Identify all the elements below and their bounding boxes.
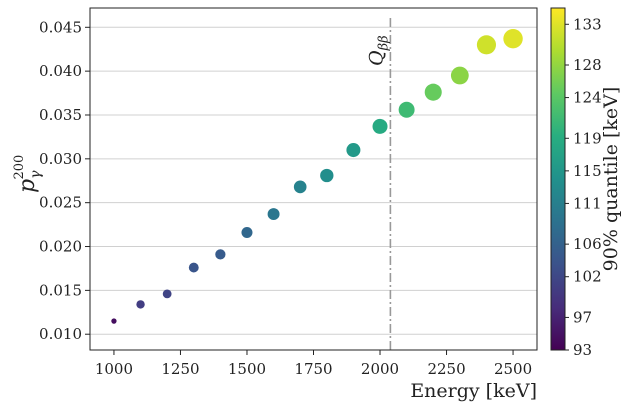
data-point <box>320 168 334 183</box>
data-point <box>241 226 253 239</box>
data-point <box>188 262 199 273</box>
colorbar-tick-label: 102 <box>573 268 602 286</box>
y-axis-label: pγ200 <box>12 155 44 193</box>
y-tick-label: 0.020 <box>39 238 82 256</box>
y-axis-label-base: p <box>15 179 40 193</box>
colorbar-tick-label: 119 <box>573 129 602 147</box>
y-tick-label: 0.010 <box>39 325 82 343</box>
y-axis-label-sub: γ <box>28 170 44 179</box>
colorbar-tick-label: 111 <box>573 194 602 212</box>
x-tick-label: 1000 <box>95 360 133 378</box>
y-tick-label: 0.045 <box>39 18 82 36</box>
x-axis-label: Energy [keV] <box>410 380 537 402</box>
y-axis-label-sup: 200 <box>12 155 27 180</box>
colorbar-tick-label: 97 <box>573 308 592 326</box>
colorbar-label: 90% quantile [keV] <box>600 87 622 272</box>
x-axis-ticks: 1000 1250 1500 1750 2000 2250 2500 <box>95 350 532 378</box>
data-point <box>372 118 388 134</box>
x-tick-label: 1750 <box>294 360 332 378</box>
data-point <box>398 101 415 118</box>
colorbar-tick-label: 133 <box>573 15 602 33</box>
x-tick-label: 1500 <box>228 360 266 378</box>
data-point <box>215 249 226 260</box>
data-point <box>111 318 117 324</box>
colorbar-ticks: 93 97 102 106 111 115 119 124 128 133 <box>565 15 602 359</box>
data-point <box>346 143 361 158</box>
y-tick-label: 0.030 <box>39 150 82 168</box>
colorbar <box>550 7 566 351</box>
plot-frame <box>89 7 538 351</box>
data-point <box>267 208 280 221</box>
q-bb-label: Qββ <box>365 35 391 66</box>
data-point <box>162 289 172 299</box>
colorbar-tick-label: 106 <box>573 235 602 253</box>
data-point <box>424 83 442 101</box>
data-point <box>293 180 307 194</box>
colorbar-tick-label: 124 <box>573 89 602 107</box>
y-tick-label: 0.040 <box>39 62 82 80</box>
x-tick-label: 2250 <box>427 360 465 378</box>
y-tick-label: 0.015 <box>39 281 82 299</box>
data-point <box>450 66 469 85</box>
q-bb-line-group: Qββ <box>365 18 391 350</box>
colorbar-tick-label: 115 <box>573 162 602 180</box>
x-tick-label: 1250 <box>161 360 199 378</box>
y-tick-label: 0.035 <box>39 106 82 124</box>
colorbar-tick-label: 128 <box>573 56 602 74</box>
data-point <box>476 35 497 55</box>
grid-lines <box>90 26 537 335</box>
colorbar-tick-label: 93 <box>573 341 592 359</box>
q-bb-label-base: Q <box>365 50 387 66</box>
x-tick-label: 2500 <box>494 360 532 378</box>
y-tick-label: 0.025 <box>39 194 82 212</box>
data-point <box>136 300 145 309</box>
data-points <box>111 28 523 324</box>
q-bb-label-sub: ββ <box>376 35 391 51</box>
y-axis-ticks: 0.010 0.015 0.020 0.025 0.030 0.035 0.040 0.045 <box>39 18 90 343</box>
x-tick-label: 2000 <box>361 360 399 378</box>
data-point <box>503 28 523 49</box>
